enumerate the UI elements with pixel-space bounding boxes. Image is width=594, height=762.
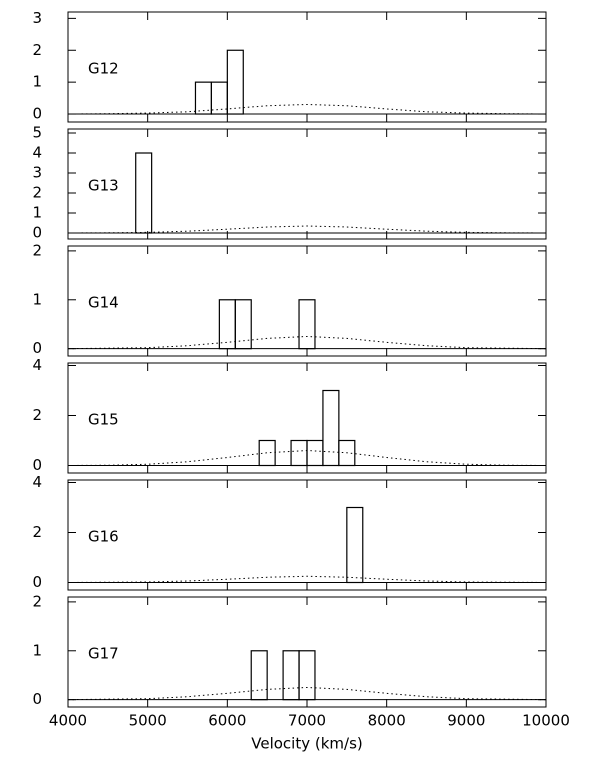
x-tick-label: 4000 xyxy=(49,712,87,730)
x-tick-label: 9000 xyxy=(447,712,485,730)
histogram-bar xyxy=(135,152,153,234)
y-tick-label: 2 xyxy=(32,41,42,59)
plot-frame xyxy=(67,596,547,708)
plot-frame xyxy=(67,245,547,357)
y-tick-label: 5 xyxy=(32,124,42,142)
x-tick-label: 6000 xyxy=(208,712,246,730)
panel-label: G16 xyxy=(88,528,119,546)
x-axis-label: Velocity (km/s) xyxy=(251,735,362,753)
histogram-bar xyxy=(250,650,268,701)
x-tick-label: 8000 xyxy=(368,712,406,730)
histogram-bar xyxy=(298,650,316,701)
y-tick-label: 0 xyxy=(32,224,42,242)
panel-label: G13 xyxy=(88,177,119,195)
histogram-bar xyxy=(346,506,364,584)
histogram-bar xyxy=(234,299,252,350)
histogram-bar xyxy=(338,439,356,467)
y-tick-label: 4 xyxy=(32,144,42,162)
y-tick-label: 0 xyxy=(32,456,42,474)
y-tick-label: 4 xyxy=(32,473,42,491)
y-tick-label: 2 xyxy=(32,184,42,202)
histogram-bar xyxy=(298,299,316,350)
y-tick-label: 1 xyxy=(32,641,42,659)
panel-label: G12 xyxy=(88,60,119,78)
x-tick-label: 7000 xyxy=(288,712,326,730)
plot-frame xyxy=(67,11,547,123)
y-tick-label: 1 xyxy=(32,73,42,91)
y-tick-label: 0 xyxy=(32,690,42,708)
plot-frame xyxy=(67,128,547,240)
y-tick-label: 2 xyxy=(32,241,42,259)
histogram-bar xyxy=(258,439,276,467)
histogram-bar xyxy=(282,650,300,701)
histogram-bar xyxy=(226,49,244,115)
histogram-bar xyxy=(210,81,228,115)
y-tick-label: 0 xyxy=(32,573,42,591)
model-curve xyxy=(67,686,547,701)
panel-label: G14 xyxy=(88,294,119,312)
y-tick-label: 0 xyxy=(32,339,42,357)
histogram-bar xyxy=(290,439,308,467)
y-tick-label: 2 xyxy=(32,523,42,541)
x-tick-label: 5000 xyxy=(129,712,167,730)
histogram-bar xyxy=(322,389,340,467)
y-tick-label: 2 xyxy=(32,592,42,610)
panel-label: G17 xyxy=(88,645,119,663)
y-tick-label: 3 xyxy=(32,9,42,27)
plot-frame xyxy=(67,479,547,591)
y-tick-label: 2 xyxy=(32,406,42,424)
model-curve xyxy=(67,575,547,583)
y-tick-label: 4 xyxy=(32,356,42,374)
histogram-bar xyxy=(194,81,212,115)
model-curve xyxy=(67,335,547,350)
y-tick-label: 3 xyxy=(32,164,42,182)
histogram-bar xyxy=(306,439,324,467)
y-tick-label: 1 xyxy=(32,290,42,308)
model-curve xyxy=(67,225,547,234)
x-tick-label: 10000 xyxy=(522,712,570,730)
y-tick-label: 0 xyxy=(32,105,42,123)
y-tick-label: 1 xyxy=(32,204,42,222)
model-curve xyxy=(67,449,547,466)
model-curve xyxy=(67,103,547,115)
panel-label: G15 xyxy=(88,411,119,429)
histogram-bar xyxy=(218,299,236,350)
